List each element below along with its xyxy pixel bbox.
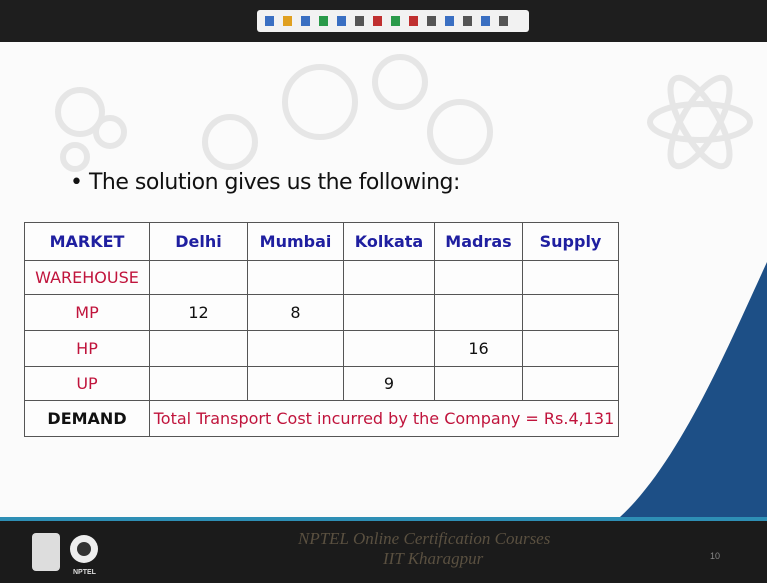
data-row: UP 9 <box>25 367 619 401</box>
row-label: DEMAND <box>25 401 150 437</box>
page-number: 10 <box>710 551 720 561</box>
data-row: HP 16 <box>25 331 619 367</box>
header-cell: Madras <box>435 223 523 261</box>
toolbar <box>257 10 529 32</box>
empty-cell <box>435 261 523 295</box>
empty-cell <box>435 295 523 331</box>
empty-cell <box>248 261 344 295</box>
empty-cell <box>435 367 523 401</box>
header-cell: MARKET <box>25 223 150 261</box>
empty-cell <box>150 331 248 367</box>
row-label: UP <box>25 367 150 401</box>
footer-line2: IIT Kharagpur <box>383 549 483 569</box>
empty-cell <box>523 367 619 401</box>
bullet: The solution gives us the following: <box>89 170 460 195</box>
row-label: HP <box>25 331 150 367</box>
footer-line1: NPTEL Online Certification Courses <box>298 529 550 549</box>
empty-cell <box>344 331 435 367</box>
empty-cell <box>344 261 435 295</box>
value-cell: 9 <box>344 367 435 401</box>
value-cell: 8 <box>248 295 344 331</box>
row-label: MP <box>25 295 150 331</box>
header-cell: Delhi <box>150 223 248 261</box>
subheader-row: WAREHOUSE <box>25 261 619 295</box>
empty-cell <box>248 331 344 367</box>
empty-cell <box>523 295 619 331</box>
logo-label: NPTEL <box>73 569 96 576</box>
empty-cell <box>150 367 248 401</box>
empty-cell <box>344 295 435 331</box>
corner-shape <box>620 262 767 517</box>
logos <box>28 529 108 581</box>
empty-cell <box>523 331 619 367</box>
cost-note: Total Transport Cost incurred by the Com… <box>150 401 619 437</box>
empty-cell <box>523 261 619 295</box>
slide: • The solution gives us the following: M… <box>0 0 767 583</box>
top-bar <box>0 0 767 42</box>
value-cell: 12 <box>150 295 248 331</box>
empty-cell <box>150 261 248 295</box>
header-cell: Kolkata <box>344 223 435 261</box>
value-cell: 16 <box>435 331 523 367</box>
footer-bar: NPTEL NPTEL Online Certification Courses… <box>0 517 767 583</box>
toolbar-icons <box>257 10 529 32</box>
row-label: WAREHOUSE <box>25 261 150 295</box>
header-cell: Supply <box>523 223 619 261</box>
empty-cell <box>248 367 344 401</box>
bullet-text: • The solution gives us the following: <box>70 170 460 195</box>
header-cell: Mumbai <box>248 223 344 261</box>
